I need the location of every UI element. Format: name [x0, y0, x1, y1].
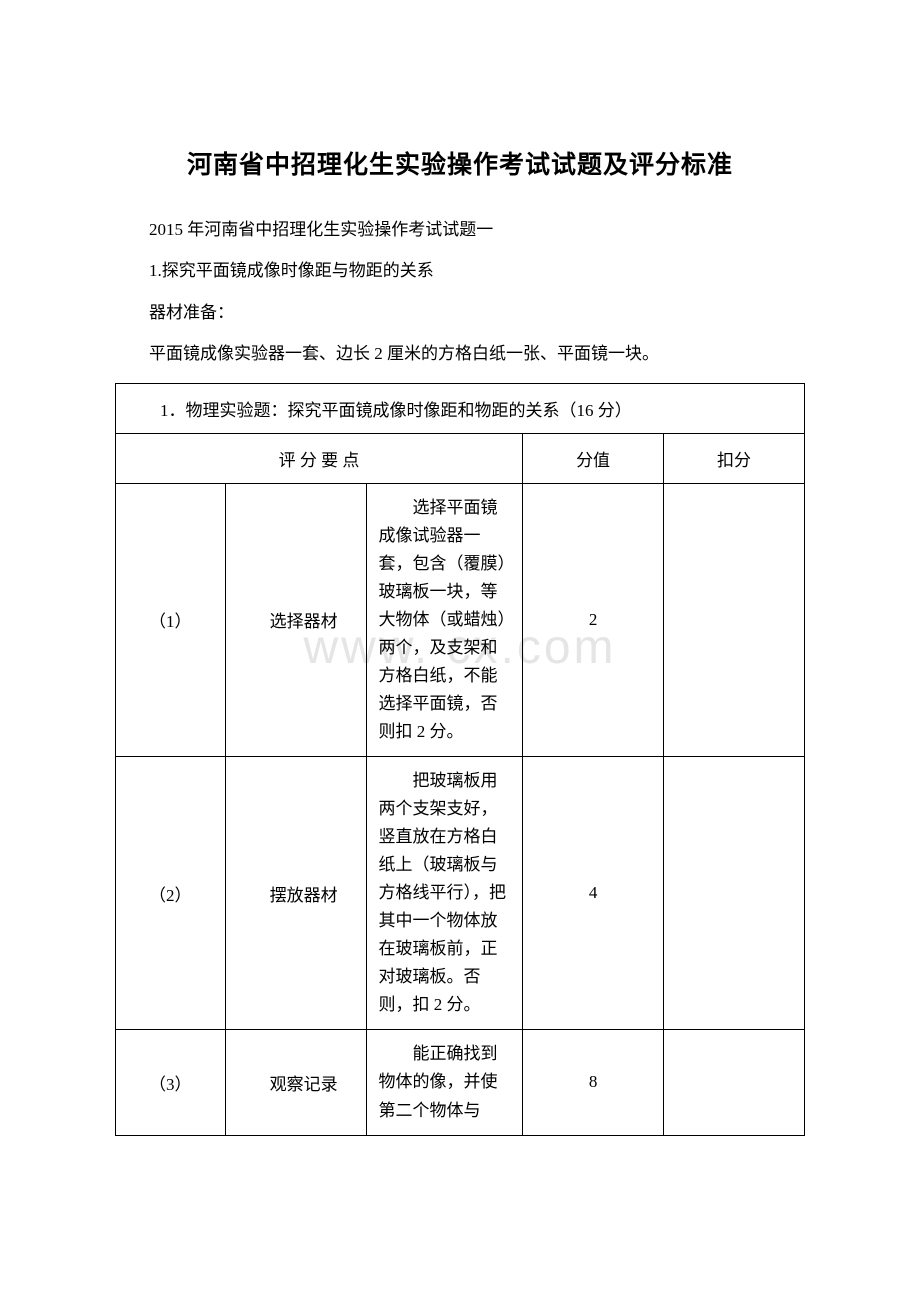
subheader-deduct: 扣分	[664, 433, 805, 483]
row-deduct	[664, 756, 805, 1029]
table-row: （2） 摆放器材 把玻璃板用两个支架支好，竖直放在方格白纸上（玻璃板与方格线平行…	[116, 756, 805, 1029]
intro-line-2: 1.探究平面镜成像时像距与物距的关系	[115, 252, 805, 289]
table-row: （1） 选择器材 选择平面镜成像试验器一套，包含（覆膜）玻璃板一块，等大物体（或…	[116, 483, 805, 756]
table-row: （3） 观察记录 能正确找到物体的像，并使第二个物体与 8	[116, 1030, 805, 1135]
document-title: 河南省中招理化生实验操作考试试题及评分标准	[115, 145, 805, 181]
intro-line-4: 平面镜成像实验器一套、边长 2 厘米的方格白纸一张、平面镜一块。	[115, 335, 805, 372]
row-label: 选择器材	[225, 483, 366, 756]
intro-line-3: 器材准备：	[115, 294, 805, 331]
row-num: （2）	[116, 756, 226, 1029]
row-num: （3）	[116, 1030, 226, 1135]
row-score: 4	[523, 756, 664, 1029]
row-num: （1）	[116, 483, 226, 756]
row-score: 8	[523, 1030, 664, 1135]
intro-line-1: 2015 年河南省中招理化生实验操作考试试题一	[115, 211, 805, 248]
row-desc: 能正确找到物体的像，并使第二个物体与	[366, 1030, 523, 1135]
row-deduct	[664, 483, 805, 756]
subheader-score: 分值	[523, 433, 664, 483]
row-score: 2	[523, 483, 664, 756]
scoring-table: 1．物理实验题：探究平面镜成像时像距和物距的关系（16 分） 评 分 要 点 分…	[115, 383, 805, 1136]
row-label: 观察记录	[225, 1030, 366, 1135]
row-desc: 把玻璃板用两个支架支好，竖直放在方格白纸上（玻璃板与方格线平行），把其中一个物体…	[366, 756, 523, 1029]
row-label: 摆放器材	[225, 756, 366, 1029]
table-subheader-row: 评 分 要 点 分值 扣分	[116, 433, 805, 483]
page-content: 河南省中招理化生实验操作考试试题及评分标准 2015 年河南省中招理化生实验操作…	[0, 0, 920, 1136]
subheader-criteria: 评 分 要 点	[116, 433, 523, 483]
row-desc: 选择平面镜成像试验器一套，包含（覆膜）玻璃板一块，等大物体（或蜡烛）两个，及支架…	[366, 483, 523, 756]
table-header-row: 1．物理实验题：探究平面镜成像时像距和物距的关系（16 分）	[116, 383, 805, 433]
table-header-full: 1．物理实验题：探究平面镜成像时像距和物距的关系（16 分）	[116, 383, 805, 433]
row-deduct	[664, 1030, 805, 1135]
